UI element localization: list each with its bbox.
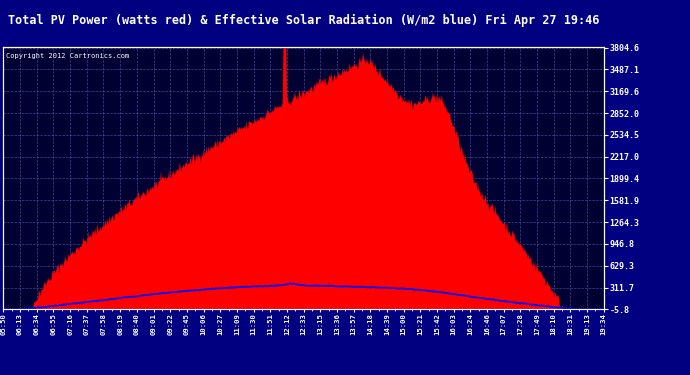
Text: Copyright 2012 Cartronics.com: Copyright 2012 Cartronics.com — [6, 54, 130, 59]
Text: Total PV Power (watts red) & Effective Solar Radiation (W/m2 blue) Fri Apr 27 19: Total PV Power (watts red) & Effective S… — [8, 14, 600, 27]
